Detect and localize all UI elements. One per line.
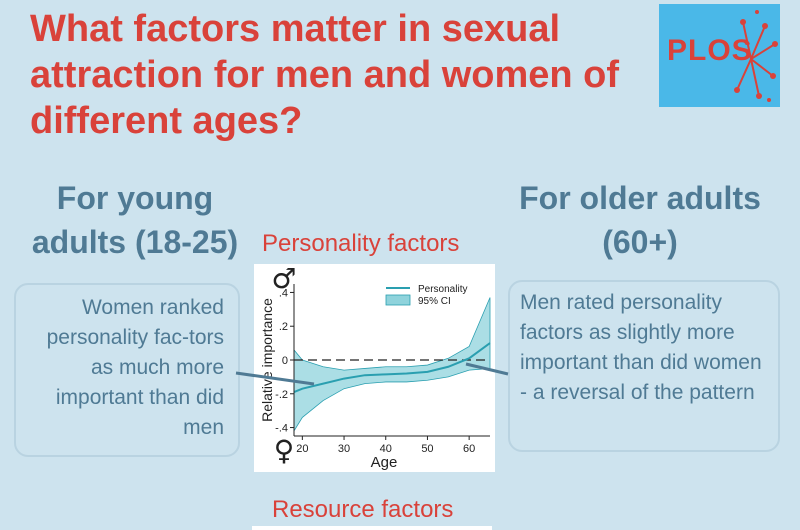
x-tick-label: 30 [338, 443, 350, 455]
y-tick-label: -.2 [275, 389, 288, 401]
y-tick-label: .4 [279, 287, 288, 299]
older-adults-note: Men rated personality factors as slightl… [520, 291, 762, 404]
y-tick-label: 0 [282, 355, 288, 367]
older-adults-heading: For older adults (60+) [519, 180, 761, 260]
x-tick-label: 60 [463, 443, 475, 455]
x-tick-label: 20 [296, 443, 308, 455]
legend-label: Personality [418, 284, 467, 295]
older-adults-callout: Men rated personality factors as slightl… [508, 280, 780, 452]
x-tick-label: 50 [421, 443, 433, 455]
infographic-title: What factors matter in sexual attraction… [30, 8, 620, 142]
ci-band [293, 297, 491, 433]
y-tick-label: .2 [279, 321, 288, 333]
logo-text: PLOS [667, 34, 753, 67]
female-symbol-icon: ♀ [274, 434, 295, 467]
y-axis-label: Relative importance [259, 298, 275, 422]
x-tick-label: 40 [380, 443, 392, 455]
personality-factors-label: Personality factors [262, 230, 460, 257]
x-axis-label: Age [371, 454, 398, 471]
plos-logo: PLOS [659, 4, 780, 107]
resource-factors-label: Resource factors [272, 496, 454, 523]
legend-label: 95% CI [418, 296, 451, 307]
young-adults-note: Women ranked personality fac-tors as muc… [46, 296, 224, 439]
next-chart-edge [252, 526, 492, 530]
young-adults-callout: Women ranked personality fac-tors as muc… [14, 283, 240, 457]
legend-band-swatch [385, 294, 411, 306]
young-adults-heading: For young adults (18-25) [31, 180, 239, 260]
personality-line [293, 342, 491, 394]
male-symbol-icon: ♂ [271, 264, 296, 295]
logo-burst-icon [734, 10, 778, 102]
y-tick-label: -.4 [275, 423, 288, 435]
personality-chart: .4 .2 0 -.2 -.4 20 30 40 50 60 Age Relative importa… [254, 262, 495, 472]
chart-svg: .4 .2 0 -.2 -.4 20 30 40 50 60 Age Relative importa… [259, 262, 491, 471]
